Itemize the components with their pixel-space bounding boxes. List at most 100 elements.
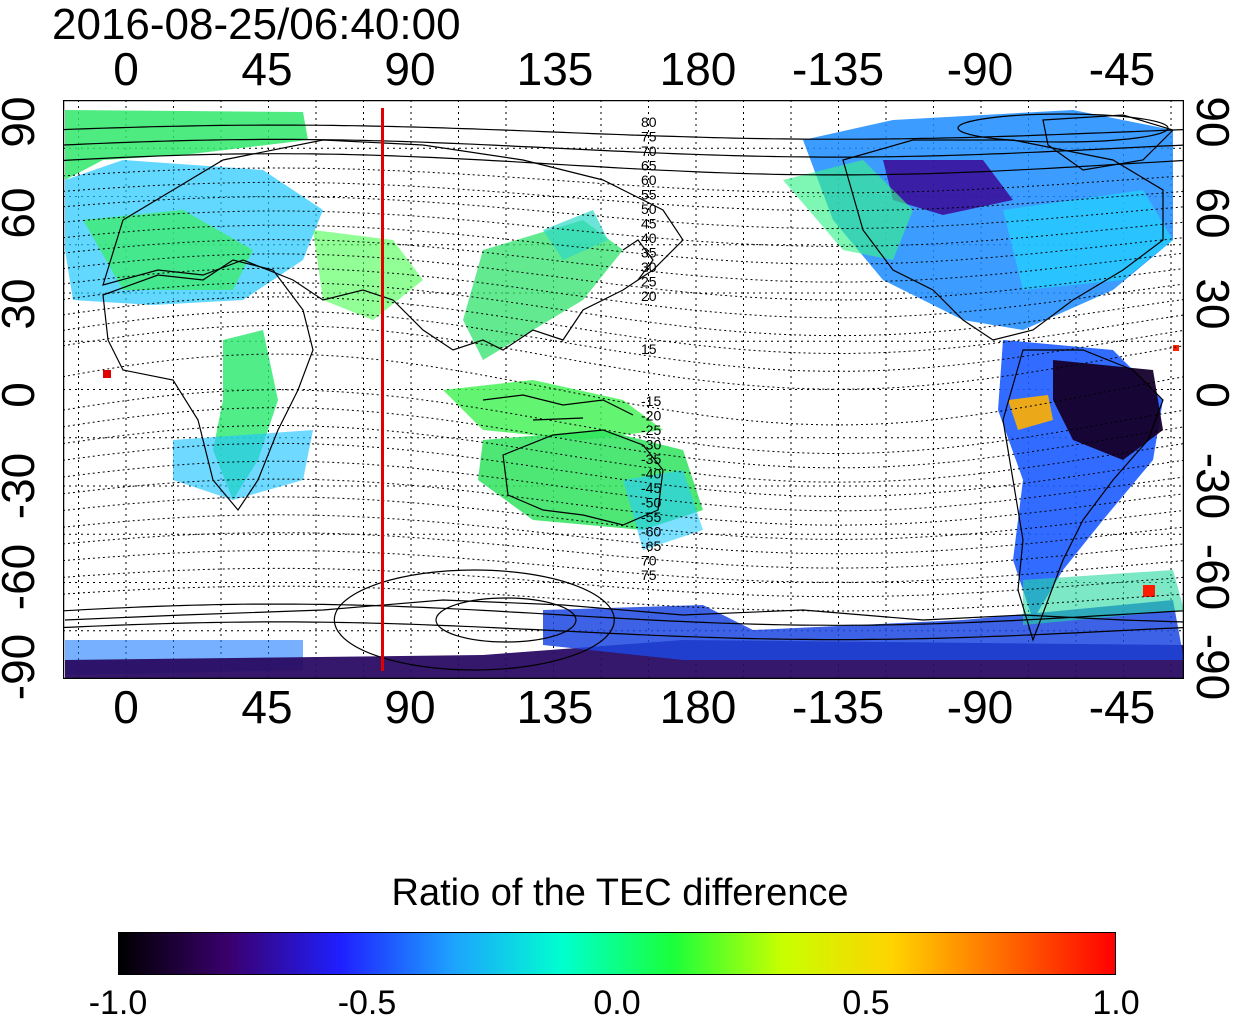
colorbar-tick: 1.0 <box>1092 984 1140 1022</box>
magnetic-latitude-label: -50 <box>641 495 661 511</box>
lon-label: 135 <box>516 681 594 733</box>
coastline-japan <box>622 239 654 281</box>
magnetic-latitude-line <box>63 138 1184 158</box>
magnetic-latitude-label: 60 <box>641 172 657 188</box>
lat-label: -60 <box>1187 543 1239 611</box>
tec-patch-north-america-green <box>783 160 913 260</box>
magnetic-latitude-label: -25 <box>641 422 661 438</box>
magnetic-latitude-label: 15 <box>641 341 657 357</box>
coastline-africa <box>102 259 314 512</box>
tec-patch-scatter-asia <box>313 230 423 320</box>
magnetic-latitude-label: 65 <box>641 158 657 174</box>
lon-label: -45 <box>1088 681 1156 733</box>
magnetic-latitude-label: 80 <box>641 114 657 130</box>
tec-patch-africa-south <box>173 430 313 500</box>
tec-patches <box>65 110 1184 679</box>
magnetic-latitude-line <box>63 514 1184 555</box>
magnetic-latitude-line <box>63 603 1184 626</box>
colorbar-tick: 0.0 <box>593 984 641 1022</box>
lat-label: 30 <box>1187 278 1239 330</box>
magnetic-latitude-line <box>63 585 1184 612</box>
lat-label: 0 <box>0 355 45 435</box>
lat-label: 90 <box>1187 96 1239 148</box>
lat-label: -60 <box>0 543 44 611</box>
tec-patch-east-asia <box>543 210 608 260</box>
map-border <box>63 100 1184 679</box>
lat-label: -30 <box>1187 452 1239 520</box>
magnetic-latitude-label: 25 <box>641 274 657 290</box>
colorbar-tick: -0.5 <box>337 984 397 1022</box>
magnetic-latitude-line <box>63 153 1184 176</box>
coastline-australia <box>502 429 664 526</box>
magnetic-latitude-label: 75 <box>641 567 657 583</box>
magnetic-latitude-label: -30 <box>641 437 661 453</box>
magnetic-latitude-label: -20 <box>641 408 661 424</box>
magnetic-latitude-label: 20 <box>641 288 657 304</box>
tec-patch-australia-east <box>623 470 703 550</box>
lon-label: 90 <box>384 43 436 95</box>
magnetic-latitude-label: -15 <box>641 393 661 409</box>
magnetic-latitude-line <box>63 167 1184 194</box>
magnetic-latitude-labels: 8075706560555045403530252015-15-20-25-30… <box>641 114 661 583</box>
colorbar-tick: 0.5 <box>842 984 890 1022</box>
magnetic-latitude-line <box>63 124 1184 140</box>
lon-label: 45 <box>241 43 293 95</box>
coastline-north-america <box>842 139 1164 341</box>
lon-label: -135 <box>791 681 885 733</box>
magnetic-latitude-label: 45 <box>641 216 657 232</box>
magnetic-latitude-line <box>63 353 1184 426</box>
lon-label: 45 <box>241 681 293 733</box>
lon-label: -45 <box>1088 43 1156 95</box>
magnetic-latitude-line <box>63 181 1184 212</box>
lat-label: 60 <box>1187 187 1239 239</box>
magnetic-latitude-line <box>63 496 1184 540</box>
lat-label: 60 <box>0 187 44 239</box>
coastline-south-america <box>1002 349 1164 642</box>
tec-patch-south-america-warm <box>1008 395 1053 430</box>
tec-patch-south-america-dark <box>1053 360 1163 460</box>
magnetic-latitude-line <box>63 532 1184 569</box>
magnetic-latitude-label: 55 <box>641 187 657 203</box>
tec-hotspot <box>103 370 111 378</box>
magnetic-latitude-label: -60 <box>641 524 661 540</box>
lon-label: 0 <box>113 681 139 733</box>
magnetic-latitude-label: -35 <box>641 451 661 467</box>
magnetic-latitude-label: 30 <box>641 259 657 275</box>
magnetic-pole-contour <box>435 597 577 643</box>
lat-label: -90 <box>1187 633 1239 701</box>
magnetic-latitude-label: -40 <box>641 466 661 482</box>
coastline-indonesia <box>482 394 634 421</box>
tec-patch-antarctic-green <box>1023 570 1184 625</box>
lon-label: -135 <box>791 43 885 95</box>
magnetic-latitude-lines <box>63 113 1184 671</box>
coastline-antarctica <box>64 599 1184 623</box>
colorbar-title: Ratio of the TEC difference <box>391 872 849 914</box>
magnetic-latitude-line <box>63 253 1184 301</box>
lat-label: -30 <box>0 452 44 520</box>
lon-label: 0 <box>113 43 139 95</box>
magnetic-latitude-line <box>63 478 1184 526</box>
lon-label: 180 <box>659 681 737 733</box>
lat-label: 0 <box>1187 382 1239 408</box>
magnetic-latitude-label: 70 <box>641 143 657 159</box>
magnetic-latitude-label: 75 <box>641 129 657 145</box>
magnetic-latitude-line <box>63 550 1184 583</box>
magnetic-latitude-label: 50 <box>641 201 657 217</box>
magnetic-latitude-label: 70 <box>641 553 657 569</box>
lon-label: -90 <box>946 43 1014 95</box>
colorbar-tick: -1.0 <box>88 984 148 1022</box>
tec-hotspot <box>1173 345 1179 351</box>
tec-hotspot <box>1143 585 1155 597</box>
magnetic-latitude-line <box>63 239 1184 283</box>
coastline-greenland <box>1042 114 1175 171</box>
lat-label: 30 <box>0 278 44 330</box>
lat-label: -90 <box>0 633 44 701</box>
magnetic-latitude-line <box>63 621 1184 641</box>
magnetic-latitude-label: 40 <box>641 230 657 246</box>
tec-map: 8075706560555045403530252015-15-20-25-30… <box>63 100 1184 679</box>
magnetic-latitude-line <box>63 196 1184 229</box>
magnetic-latitude-line <box>63 210 1184 247</box>
tec-patch-indonesia <box>443 380 663 440</box>
magnetic-latitude-label: -65 <box>641 538 661 554</box>
lon-label: 180 <box>659 43 737 95</box>
